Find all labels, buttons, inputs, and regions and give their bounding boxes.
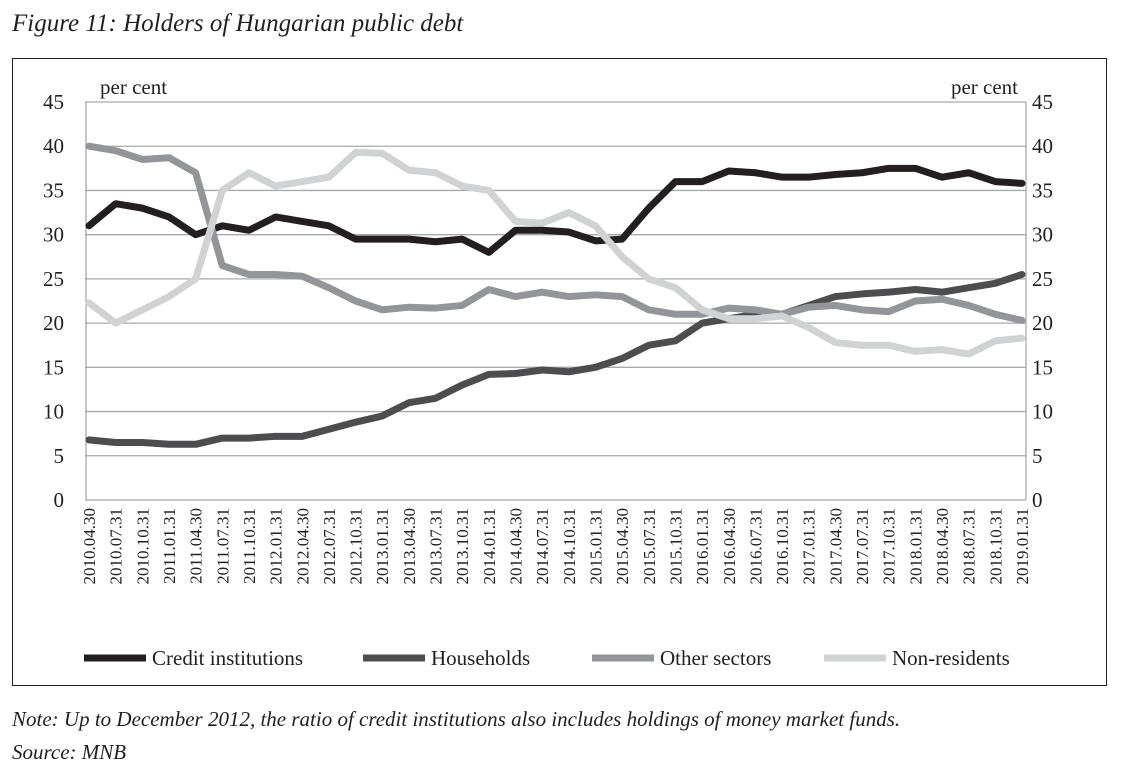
series-line-households xyxy=(85,270,1026,448)
y-tick-label-left: 10 xyxy=(43,400,64,424)
x-tick-label: 2011.01.31 xyxy=(160,508,179,584)
x-tick-label: 2018.04.30 xyxy=(933,508,952,585)
x-tick-label: 2016.01.31 xyxy=(693,508,712,585)
x-tick-label: 2012.04.30 xyxy=(293,508,312,585)
y-tick-label-left: 20 xyxy=(43,311,64,335)
y-tick-label-right: 40 xyxy=(1032,134,1053,158)
legend-label: Other sectors xyxy=(660,646,771,670)
x-tick-label: 2013.01.31 xyxy=(373,508,392,585)
x-tick-label: 2012.07.31 xyxy=(320,508,339,585)
series-line-other-sectors xyxy=(85,142,1026,324)
x-tick-label: 2014.07.31 xyxy=(533,508,552,585)
x-tick-label: 2015.10.31 xyxy=(666,508,685,585)
y-tick-label-left: 40 xyxy=(43,134,64,158)
chart-frame xyxy=(12,58,1107,686)
x-tick-label: 2016.04.30 xyxy=(720,508,739,585)
x-tick-label: 2018.07.31 xyxy=(960,508,979,585)
y-tick-label-right: 25 xyxy=(1032,267,1053,291)
y-tick-label-right: 15 xyxy=(1032,355,1053,379)
x-tick-label: 2013.04.30 xyxy=(400,508,419,585)
x-tick-label: 2017.07.31 xyxy=(853,508,872,585)
legend-label: Credit institutions xyxy=(152,646,303,670)
chart-source: Source: MNB xyxy=(12,740,127,764)
x-tick-label: 2017.01.31 xyxy=(800,508,819,585)
x-tick-label: 2010.10.31 xyxy=(133,508,152,585)
series-line-non-residents xyxy=(85,148,1026,358)
y-tick-label-right: 10 xyxy=(1032,400,1053,424)
x-tick-label: 2014.10.31 xyxy=(560,508,579,585)
y-tick-label-left: 30 xyxy=(43,223,64,247)
x-tick-label: 2018.01.31 xyxy=(906,508,925,585)
y-tick-label-right: 0 xyxy=(1032,488,1043,512)
chart-note: Note: Up to December 2012, the ratio of … xyxy=(12,707,901,731)
x-tick-label: 2010.04.30 xyxy=(80,508,99,585)
x-tick-label: 2014.04.30 xyxy=(507,508,526,585)
x-tick-label: 2016.07.31 xyxy=(746,508,765,585)
x-tick-label: 2014.01.31 xyxy=(480,508,499,585)
x-tick-label: 2012.01.31 xyxy=(267,508,286,585)
series-line-credit-institutions xyxy=(85,164,1026,256)
legend-label: Non-residents xyxy=(892,646,1010,670)
y-tick-label-left: 45 xyxy=(43,90,64,114)
x-tick-label: 2017.10.31 xyxy=(880,508,899,585)
x-tick-label: 2015.07.31 xyxy=(640,508,659,585)
y-tick-label-right: 30 xyxy=(1032,223,1053,247)
y-axis-label-right: per cent xyxy=(951,75,1018,99)
x-tick-label: 2011.10.31 xyxy=(240,508,259,584)
x-tick-label: 2019.01.31 xyxy=(1013,508,1032,585)
x-tick-label: 2017.04.30 xyxy=(826,508,845,585)
x-tick-label: 2013.07.31 xyxy=(427,508,446,585)
x-tick-label: 2016.10.31 xyxy=(773,508,792,585)
y-tick-label-left: 0 xyxy=(54,488,65,512)
y-tick-label-left: 5 xyxy=(54,444,65,468)
y-axis-label-left: per cent xyxy=(100,75,167,99)
legend-label: Households xyxy=(431,646,530,670)
y-tick-label-left: 15 xyxy=(43,355,64,379)
y-tick-label-left: 35 xyxy=(43,178,64,202)
y-tick-label-left: 25 xyxy=(43,267,64,291)
x-tick-label: 2013.10.31 xyxy=(453,508,472,585)
x-tick-label: 2011.07.31 xyxy=(213,508,232,584)
x-tick-label: 2010.07.31 xyxy=(107,508,126,585)
y-tick-label-right: 45 xyxy=(1032,90,1053,114)
y-tick-label-right: 35 xyxy=(1032,178,1053,202)
x-tick-label: 2015.01.31 xyxy=(586,508,605,585)
x-tick-label: 2012.10.31 xyxy=(347,508,366,585)
figure-title: Figure 11: Holders of Hungarian public d… xyxy=(12,10,464,37)
x-tick-label: 2011.04.30 xyxy=(187,508,206,584)
x-tick-label: 2018.10.31 xyxy=(986,508,1005,585)
y-tick-label-right: 20 xyxy=(1032,311,1053,335)
x-tick-label: 2015.04.30 xyxy=(613,508,632,585)
y-tick-label-right: 5 xyxy=(1032,444,1043,468)
